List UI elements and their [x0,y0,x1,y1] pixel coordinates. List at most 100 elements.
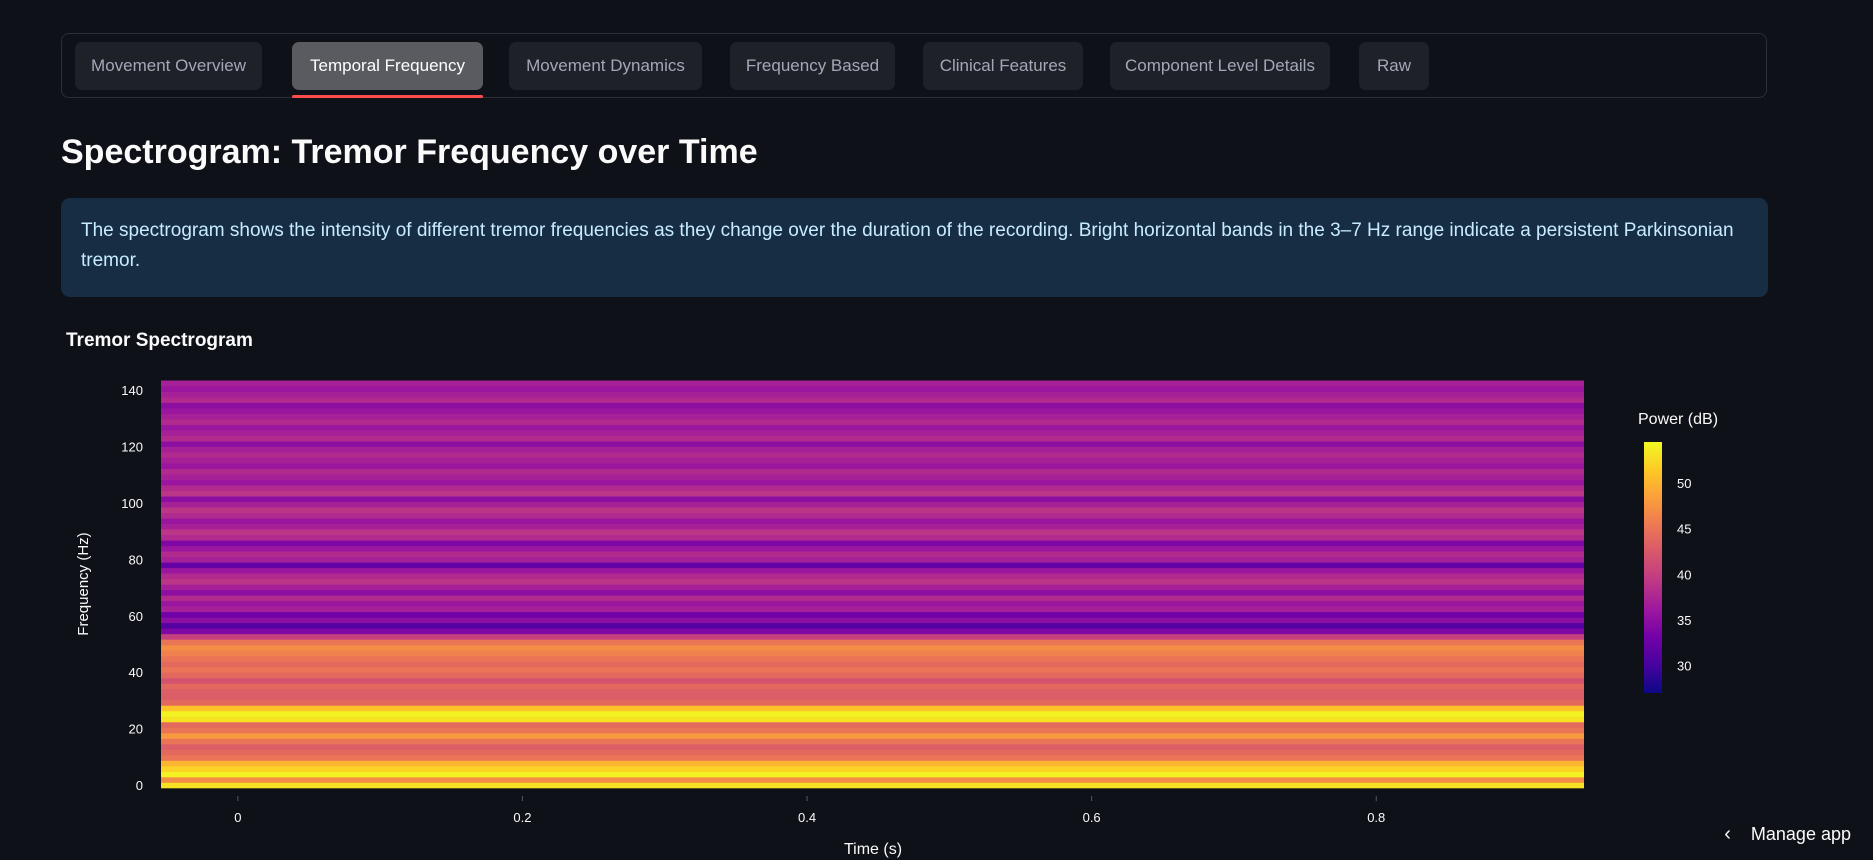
frequency-band [161,611,1584,618]
active-tab-indicator [292,95,483,98]
frequency-band [161,782,1584,789]
spectrogram-chart[interactable]: 0 20 40 60 80 100 120 140 0 0.2 0.4 0.6 0.8 Frequen… [0,360,1873,860]
chart-title: Tremor Spectrogram [66,330,253,351]
tab-label: Movement Overview [91,56,246,75]
tab-label: Temporal Frequency [310,56,465,75]
frequency-band [161,441,1584,447]
tab-label: Movement Dynamics [526,56,685,75]
colorbar-tick-label: 30 [1677,659,1691,674]
x-axis-title: Time (s) [844,841,902,858]
tab-temporal-frequency[interactable]: Temporal Frequency [292,42,483,98]
frequency-band [161,501,1584,508]
tab-clinical-features[interactable]: Clinical Features [923,42,1083,90]
frequency-band [161,468,1584,475]
frequency-band [161,710,1584,717]
y-tick-label: 40 [129,665,143,680]
y-tick-label: 60 [129,609,143,624]
tab-raw[interactable]: Raw [1359,42,1429,90]
frequency-band [161,617,1584,624]
frequency-band [161,644,1584,651]
frequency-band [161,496,1584,503]
frequency-band [161,545,1584,552]
frequency-band [161,397,1584,403]
x-tick-label: 0.2 [513,810,531,825]
frequency-band [161,765,1584,772]
frequency-band [161,523,1584,530]
frequency-band [161,738,1584,745]
tab-movement-dynamics[interactable]: Movement Dynamics [509,42,702,90]
frequency-band [161,413,1584,420]
frequency-band [161,529,1584,536]
manage-app-button[interactable]: ‹ Manage app [1724,823,1851,846]
frequency-band [161,490,1584,497]
frequency-band [161,699,1584,706]
frequency-band [161,584,1584,591]
y-tick-label: 20 [129,722,143,737]
tab-label: Component Level Details [1125,56,1315,75]
frequency-band [161,661,1584,668]
frequency-band [161,534,1584,541]
y-axis-title: Frequency (Hz) [75,532,92,635]
frequency-band [161,479,1584,486]
tab-label: Clinical Features [939,56,1067,75]
frequency-band [161,672,1584,679]
frequency-band [161,589,1584,596]
y-tick-label: 80 [129,552,143,567]
frequency-band [161,457,1584,464]
frequency-band [161,633,1584,640]
frequency-band [161,666,1584,673]
x-tick-label: 0.4 [798,810,816,825]
frequency-band [161,551,1584,558]
tab-movement-overview[interactable]: Movement Overview [75,42,262,90]
frequency-band [161,771,1584,778]
frequency-band [161,578,1584,585]
x-tick-label: 0 [234,810,241,825]
colorbar [1644,442,1662,693]
colorbar-tick-label: 40 [1677,567,1691,582]
frequency-band [161,419,1584,425]
y-axis: 0 20 40 60 80 100 120 140 [121,383,143,793]
frequency-band [161,573,1584,580]
frequency-band [161,688,1584,695]
frequency-band [161,512,1584,519]
frequency-band [161,760,1584,767]
y-tick-label: 140 [121,383,143,398]
frequency-band [161,716,1584,723]
frequency-band [161,507,1584,514]
frequency-band [161,754,1584,761]
frequency-band [161,727,1584,734]
frequency-band [161,518,1584,525]
frequency-band [161,463,1584,469]
frequency-band [161,435,1584,442]
y-tick-label: 0 [136,778,143,793]
colorbar-tick-label: 50 [1677,476,1691,491]
frequency-band [161,743,1584,750]
frequency-band [161,622,1584,629]
colorbar-tick-label: 45 [1677,522,1691,537]
manage-app-label: Manage app [1750,824,1851,844]
frequency-band [161,386,1584,392]
heatmap-bands [161,380,1584,789]
frequency-band [161,628,1584,635]
tab-frequency-based[interactable]: Frequency Based [730,42,895,90]
tab-label: Raw [1376,56,1411,75]
info-text: The spectrogram shows the intensity of d… [81,220,1734,271]
tab-component-level-details[interactable]: Component Level Details [1110,42,1330,90]
frequency-band [161,556,1584,563]
frequency-band [161,749,1584,756]
frequency-band [161,694,1584,701]
frequency-band [161,562,1584,569]
frequency-band [161,540,1584,547]
x-tick-label: 0.6 [1083,810,1101,825]
colorbar-ticks: 30 35 40 45 50 [1677,476,1691,674]
frequency-band [161,677,1584,684]
y-tick-label: 120 [121,439,143,454]
frequency-band [161,595,1584,602]
frequency-band [161,639,1584,646]
frequency-band [161,606,1584,613]
colorbar-title: Power (dB) [1638,411,1718,428]
frequency-band [161,655,1584,662]
frequency-band [161,721,1584,728]
frequency-band [161,424,1584,431]
info-alert: The spectrogram shows the intensity of d… [61,198,1768,297]
